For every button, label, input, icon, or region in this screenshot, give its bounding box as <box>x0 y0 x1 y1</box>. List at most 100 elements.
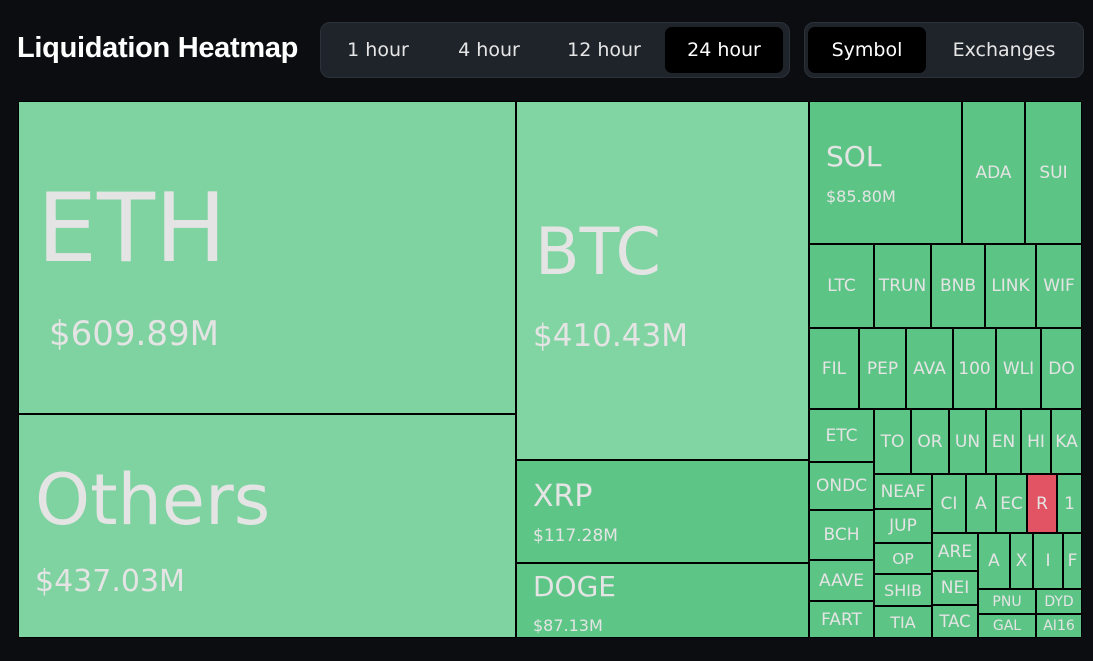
treemap-tile[interactable]: BCH <box>809 510 874 560</box>
tile-label: TRUN <box>878 276 927 296</box>
treemap-tile[interactable]: PNU <box>978 589 1036 614</box>
treemap-tile[interactable]: OP <box>874 543 932 574</box>
treemap-tile[interactable]: PEP <box>859 328 906 409</box>
tile-label: 100 <box>958 358 991 379</box>
treemap-tile[interactable]: LTC <box>809 244 874 328</box>
treemap-tile[interactable]: ETH $609.89M <box>18 101 516 414</box>
treemap-tile[interactable]: 1 <box>1057 474 1082 533</box>
treemap-tile[interactable]: R <box>1027 474 1057 533</box>
treemap-tile[interactable]: 100 <box>953 328 996 409</box>
tile-label: CI <box>940 493 958 514</box>
tile-label: TO <box>880 431 905 452</box>
treemap-tile[interactable]: WIF <box>1036 244 1082 328</box>
tile-label: AI16 <box>1043 618 1075 634</box>
treemap-tile[interactable]: F <box>1063 533 1082 589</box>
treemap-tile[interactable]: BNB <box>931 244 985 328</box>
treemap-tile[interactable]: SOL $85.80M <box>809 101 962 244</box>
tile-label: FIL <box>821 358 847 379</box>
tile-label: A <box>988 551 1000 571</box>
tile-label: SUI <box>1039 162 1068 183</box>
view-tabs: Symbol Exchanges <box>804 22 1084 78</box>
treemap-tile[interactable]: HI <box>1021 409 1051 474</box>
treemap-tile[interactable]: ETC <box>809 409 874 462</box>
treemap-tile[interactable]: AI16 <box>1036 614 1082 638</box>
tile-label: NEAF <box>880 481 926 502</box>
treemap-tile[interactable]: BTC $410.43M <box>516 101 809 460</box>
tile-label: DOGE <box>533 570 616 603</box>
treemap-tile[interactable]: I <box>1033 533 1063 589</box>
treemap: ETH $609.89M Others $437.03M BTC $410.43M XRP $… <box>18 101 1082 638</box>
treemap-tile[interactable]: CI <box>932 474 966 533</box>
treemap-tile[interactable]: ARE <box>932 533 978 571</box>
treemap-tile[interactable]: ADA <box>962 101 1025 244</box>
tile-value: $437.03M <box>35 564 185 599</box>
treemap-tile[interactable]: DYD <box>1036 589 1082 614</box>
tile-label: OR <box>917 431 943 452</box>
tile-label: GAL <box>992 618 1022 634</box>
tile-label: ARE <box>937 542 973 562</box>
treemap-tile[interactable]: FIL <box>809 328 859 409</box>
treemap-tile[interactable]: TAC <box>932 605 978 638</box>
tile-label: ETH <box>37 174 227 284</box>
tile-label: FART <box>821 609 862 630</box>
page-title: Liquidation Heatmap <box>17 32 299 64</box>
treemap-tile[interactable]: LINK <box>985 244 1036 328</box>
treemap-tile[interactable]: WLI <box>996 328 1041 409</box>
tile-value: $117.28M <box>533 526 618 546</box>
treemap-tile[interactable]: Others $437.03M <box>18 414 516 638</box>
tile-label: Others <box>35 459 271 541</box>
time-tab[interactable]: 1 hour <box>347 39 409 61</box>
time-tab[interactable]: 12 hour <box>567 39 641 61</box>
treemap-tile[interactable]: GAL <box>978 614 1036 638</box>
treemap-tile[interactable]: EN <box>986 409 1021 474</box>
treemap-tile[interactable]: OR <box>911 409 949 474</box>
treemap-tile[interactable]: DOGE $87.13M <box>516 563 809 638</box>
treemap-tile[interactable]: NEI <box>932 571 978 605</box>
tile-label: ADA <box>975 162 1012 183</box>
treemap-tile[interactable]: JUP <box>874 509 932 543</box>
treemap-tile[interactable]: AAVE <box>809 560 874 601</box>
tile-label: NEI <box>940 578 970 598</box>
treemap-tile[interactable]: SUI <box>1025 101 1082 244</box>
tile-value: $410.43M <box>533 318 688 354</box>
tile-label: KA <box>1055 431 1078 452</box>
tile-label: X <box>1015 551 1028 571</box>
tile-label: ETC <box>825 425 858 446</box>
tile-label: EN <box>991 431 1016 452</box>
treemap-tile[interactable]: DO <box>1041 328 1082 409</box>
tile-label: I <box>1045 551 1051 571</box>
treemap-tile[interactable]: UN <box>949 409 986 474</box>
tile-label: HI <box>1027 431 1045 452</box>
treemap-tile[interactable]: KA <box>1051 409 1082 474</box>
treemap-tile[interactable]: AVA <box>906 328 953 409</box>
view-tab[interactable]: Exchanges <box>952 39 1056 61</box>
treemap-tile[interactable]: ONDC <box>809 462 874 510</box>
tile-label: AVA <box>913 358 946 379</box>
tile-label: TAC <box>939 612 971 631</box>
tile-label: DO <box>1048 358 1075 379</box>
treemap-tile[interactable]: NEAF <box>874 474 932 509</box>
treemap-tile[interactable]: SHIB <box>874 574 932 606</box>
treemap-tile[interactable]: XRP $117.28M <box>516 460 809 563</box>
tile-label: AAVE <box>818 570 864 591</box>
treemap-tile[interactable]: TIA <box>874 606 932 638</box>
tile-label: XRP <box>533 479 593 514</box>
time-tab[interactable]: 4 hour <box>458 39 520 61</box>
treemap-tile[interactable]: A <box>966 474 996 533</box>
tile-label: LINK <box>991 276 1030 296</box>
tile-label: DYD <box>1044 593 1074 610</box>
treemap-tile[interactable]: FART <box>809 601 874 638</box>
tile-label: UN <box>954 431 981 452</box>
tile-label: SHIB <box>884 580 922 600</box>
treemap-tile[interactable]: EC <box>996 474 1027 533</box>
tile-label: F <box>1067 551 1078 571</box>
view-tab[interactable]: Symbol <box>808 27 926 73</box>
treemap-tile[interactable]: A <box>978 533 1010 589</box>
treemap-tile[interactable]: TRUN <box>874 244 931 328</box>
treemap-tile[interactable]: TO <box>874 409 911 474</box>
tile-label: BNB <box>939 276 977 296</box>
time-tab[interactable]: 24 hour <box>665 27 783 73</box>
treemap-tile[interactable]: X <box>1010 533 1033 589</box>
tile-label: EC <box>1000 493 1023 514</box>
